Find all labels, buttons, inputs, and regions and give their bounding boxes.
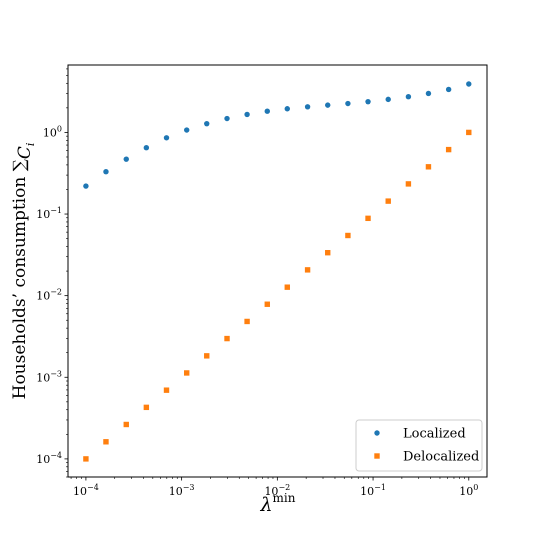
point-localized bbox=[204, 120, 210, 127]
legend: Localized Delocalized bbox=[355, 419, 483, 472]
point-localized bbox=[405, 93, 412, 100]
data-marks bbox=[83, 81, 472, 462]
point-localized bbox=[445, 86, 452, 93]
point-localized bbox=[224, 115, 230, 122]
point-localized bbox=[325, 102, 331, 108]
point-delocalized bbox=[325, 249, 331, 256]
x-tick-label: 10−3 bbox=[169, 483, 195, 498]
point-localized bbox=[304, 104, 311, 110]
legend-marker-delocalized bbox=[374, 453, 380, 459]
y-tick-label: 10−4 bbox=[36, 451, 62, 466]
x-tick-label: 10−4 bbox=[73, 483, 99, 498]
y-tick-label: 10−2 bbox=[36, 288, 62, 303]
x-axis: 10−4 10−3 10−2 10−1 100 bbox=[73, 477, 478, 498]
point-localized bbox=[466, 81, 472, 87]
point-delocalized bbox=[304, 267, 311, 273]
y-tick-label: 10−1 bbox=[36, 206, 62, 221]
point-localized bbox=[284, 106, 290, 112]
point-localized bbox=[385, 96, 391, 103]
point-localized bbox=[425, 90, 432, 97]
point-localized bbox=[264, 108, 270, 114]
point-delocalized bbox=[83, 456, 89, 462]
legend-marker-localized bbox=[374, 430, 380, 436]
point-delocalized bbox=[345, 232, 351, 239]
point-localized bbox=[244, 111, 250, 118]
point-localized bbox=[365, 98, 371, 105]
point-localized bbox=[103, 169, 109, 175]
point-delocalized bbox=[405, 181, 412, 187]
plot-frame bbox=[67, 64, 488, 478]
x-tick-label: 10−2 bbox=[264, 483, 290, 498]
minor-ticks bbox=[66, 68, 465, 479]
point-delocalized bbox=[143, 404, 150, 411]
point-localized bbox=[83, 183, 89, 189]
point-delocalized bbox=[103, 439, 109, 445]
legend-box bbox=[355, 419, 483, 472]
point-delocalized bbox=[224, 335, 230, 342]
point-delocalized bbox=[123, 421, 129, 428]
point-delocalized bbox=[445, 146, 452, 153]
point-delocalized bbox=[385, 198, 391, 204]
point-localized bbox=[184, 127, 190, 133]
point-delocalized bbox=[365, 215, 371, 222]
y-axis-label: Households’ consumption ∑Ci bbox=[10, 143, 37, 400]
point-localized bbox=[345, 100, 351, 107]
y-axis: 10−4 10−3 10−2 10−1 100 bbox=[36, 124, 68, 466]
legend-label-localized: Localized bbox=[403, 427, 466, 442]
point-delocalized bbox=[204, 353, 210, 359]
point-delocalized bbox=[425, 164, 432, 170]
point-delocalized bbox=[244, 318, 250, 325]
point-localized bbox=[123, 156, 129, 162]
x-tick-label: 100 bbox=[459, 483, 478, 498]
point-delocalized bbox=[163, 387, 170, 393]
x-axis-label: λmin bbox=[260, 491, 296, 516]
point-delocalized bbox=[184, 370, 190, 376]
y-tick-label: 100 bbox=[43, 124, 62, 139]
point-localized bbox=[143, 144, 150, 151]
y-tick-label: 10−3 bbox=[36, 369, 62, 384]
legend-label-delocalized: Delocalized bbox=[403, 450, 479, 465]
point-delocalized bbox=[264, 301, 270, 307]
point-localized bbox=[163, 135, 170, 141]
point-delocalized bbox=[466, 129, 472, 136]
x-tick-label: 10−1 bbox=[360, 483, 386, 498]
point-delocalized bbox=[284, 284, 290, 290]
